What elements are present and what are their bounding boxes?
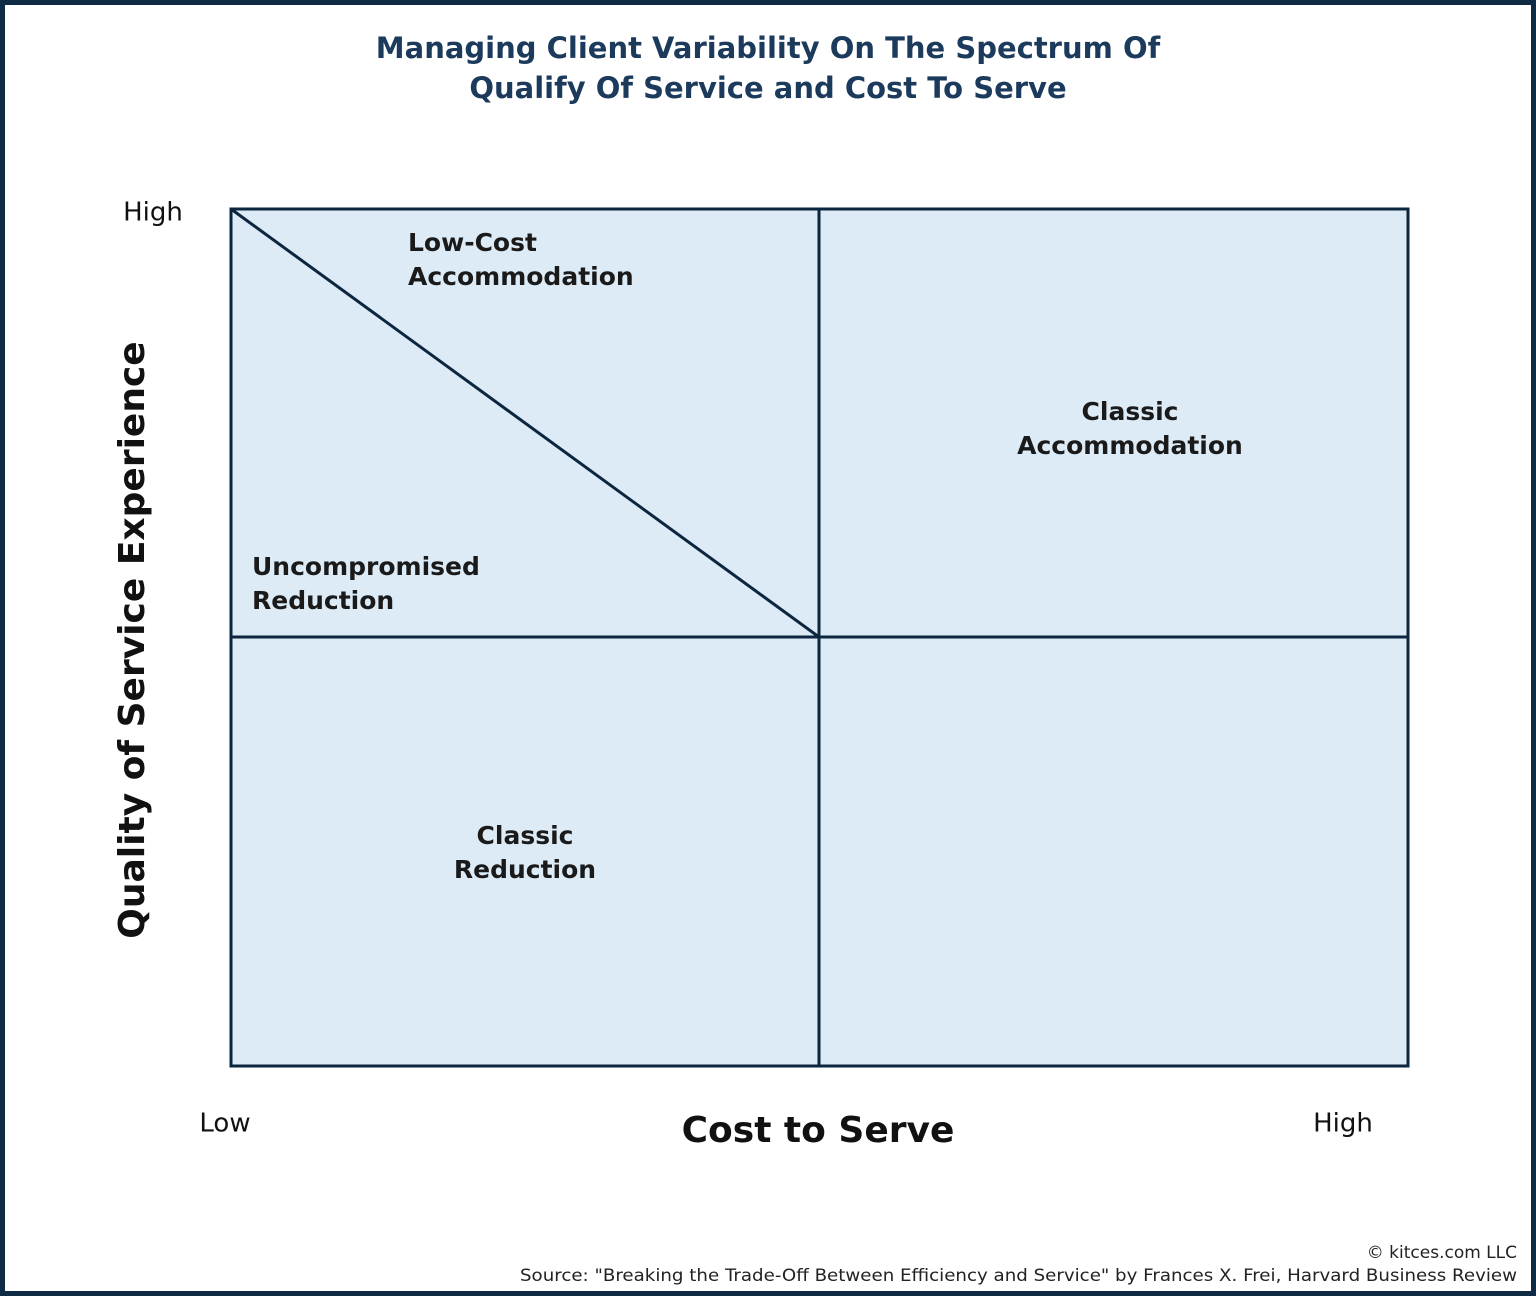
region-label: Accommodation [408, 262, 634, 291]
region-label: Low-Cost [408, 228, 537, 257]
title-line: Qualify Of Service and Cost To Serve [469, 71, 1066, 105]
x-axis-title: Cost to Serve [682, 1110, 955, 1151]
source: Source: "Breaking the Trade-Off Between … [520, 1266, 1517, 1286]
title-line: Managing Client Variability On The Spect… [376, 31, 1161, 65]
region-label: Reduction [454, 855, 596, 884]
x-low: Low [199, 1109, 250, 1139]
region-label: Accommodation [1017, 431, 1243, 460]
region-label: Uncompromised [252, 552, 480, 581]
x-high: High [1313, 1109, 1373, 1139]
region-label: Classic [1082, 397, 1179, 426]
diagonal [230, 207, 820, 639]
y-high: High [123, 198, 183, 228]
y-axis-title: Quality of Service Experience [112, 341, 153, 938]
region-label: Classic [477, 821, 574, 850]
copyright: © kitces.com LLC [1367, 1243, 1517, 1263]
region-label: Reduction [252, 586, 394, 615]
